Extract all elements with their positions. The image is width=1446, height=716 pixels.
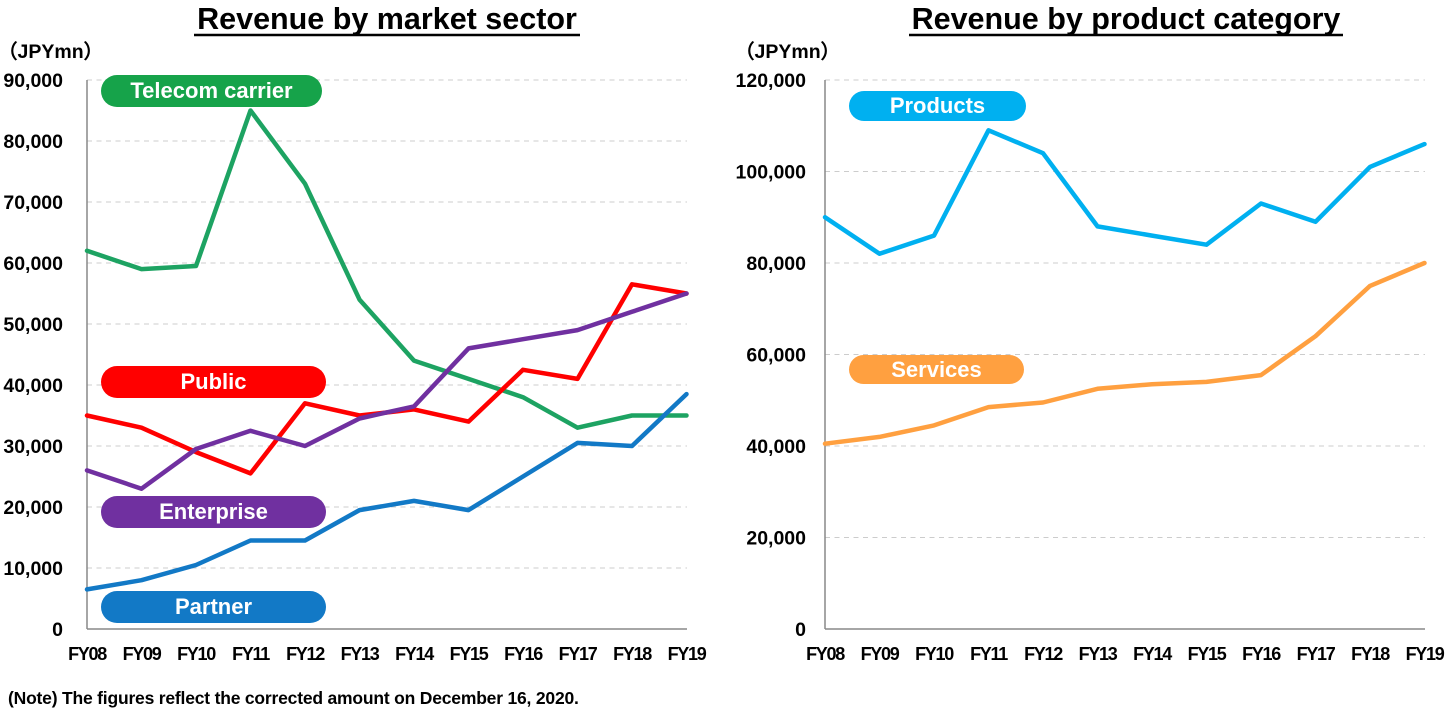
svg-text:Telecom carrier: Telecom carrier: [130, 78, 293, 103]
svg-text:40,000: 40,000: [746, 436, 806, 458]
svg-text:FY13: FY13: [1079, 644, 1118, 664]
svg-text:FY15: FY15: [450, 644, 489, 664]
svg-text:FY14: FY14: [1133, 644, 1172, 664]
svg-text:FY09: FY09: [861, 644, 900, 664]
svg-text:（JPYmn）: （JPYmn）: [0, 40, 103, 63]
svg-text:20,000: 20,000: [746, 528, 806, 550]
svg-text:FY11: FY11: [970, 644, 1008, 664]
svg-text:FY12: FY12: [286, 644, 325, 664]
svg-text:Partner: Partner: [175, 594, 252, 619]
svg-text:10,000: 10,000: [3, 558, 63, 580]
svg-text:FY19: FY19: [1406, 644, 1445, 664]
svg-text:FY19: FY19: [668, 644, 707, 664]
svg-text:Services: Services: [891, 357, 982, 382]
svg-text:Revenue by market sector: Revenue by market sector: [197, 2, 577, 36]
svg-text:Enterprise: Enterprise: [159, 499, 268, 524]
svg-text:Public: Public: [180, 369, 246, 394]
svg-text:FY10: FY10: [915, 644, 954, 664]
svg-text:40,000: 40,000: [3, 375, 63, 397]
svg-text:FY18: FY18: [1351, 644, 1390, 664]
svg-text:20,000: 20,000: [3, 497, 63, 519]
svg-text:FY09: FY09: [123, 644, 162, 664]
svg-text:FY08: FY08: [806, 644, 845, 664]
svg-text:FY15: FY15: [1188, 644, 1227, 664]
svg-text:Products: Products: [890, 93, 985, 118]
svg-text:FY16: FY16: [1242, 644, 1281, 664]
svg-text:0: 0: [52, 619, 63, 641]
svg-text:30,000: 30,000: [3, 436, 63, 458]
svg-text:FY13: FY13: [341, 644, 380, 664]
svg-text:(Note) The figures reflect the: (Note) The figures reflect the corrected…: [8, 688, 579, 708]
svg-text:120,000: 120,000: [736, 70, 807, 92]
svg-text:Revenue by product category: Revenue by product category: [912, 2, 1341, 36]
svg-text:（JPYmn）: （JPYmn）: [735, 40, 840, 63]
svg-text:FY12: FY12: [1024, 644, 1063, 664]
svg-text:50,000: 50,000: [3, 314, 63, 336]
svg-text:60,000: 60,000: [746, 345, 806, 367]
svg-text:FY16: FY16: [504, 644, 543, 664]
svg-text:70,000: 70,000: [3, 192, 63, 214]
svg-text:80,000: 80,000: [3, 131, 63, 153]
svg-text:90,000: 90,000: [3, 70, 63, 92]
svg-text:FY08: FY08: [68, 644, 107, 664]
svg-text:FY11: FY11: [232, 644, 270, 664]
svg-text:80,000: 80,000: [746, 253, 806, 275]
svg-text:FY10: FY10: [177, 644, 216, 664]
svg-text:FY14: FY14: [395, 644, 434, 664]
svg-text:0: 0: [795, 619, 806, 641]
svg-text:FY17: FY17: [559, 644, 598, 664]
svg-text:FY17: FY17: [1297, 644, 1336, 664]
svg-text:100,000: 100,000: [736, 162, 807, 184]
svg-text:60,000: 60,000: [3, 253, 63, 275]
svg-text:FY18: FY18: [613, 644, 652, 664]
